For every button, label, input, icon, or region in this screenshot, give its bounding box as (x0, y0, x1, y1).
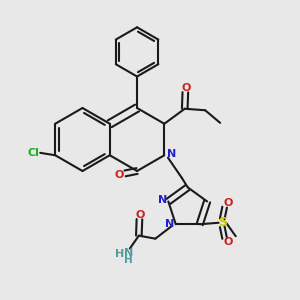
Text: N: N (165, 219, 174, 229)
Text: N: N (167, 149, 176, 159)
Text: O: O (224, 237, 233, 247)
Text: Cl: Cl (28, 148, 40, 158)
Text: S: S (218, 216, 227, 229)
Text: H: H (115, 249, 124, 259)
Text: O: O (224, 198, 233, 208)
Text: N: N (158, 195, 167, 205)
Text: O: O (135, 210, 145, 220)
Text: H: H (124, 255, 132, 265)
Text: N: N (124, 248, 133, 258)
Text: O: O (115, 169, 124, 180)
Text: O: O (182, 83, 191, 93)
